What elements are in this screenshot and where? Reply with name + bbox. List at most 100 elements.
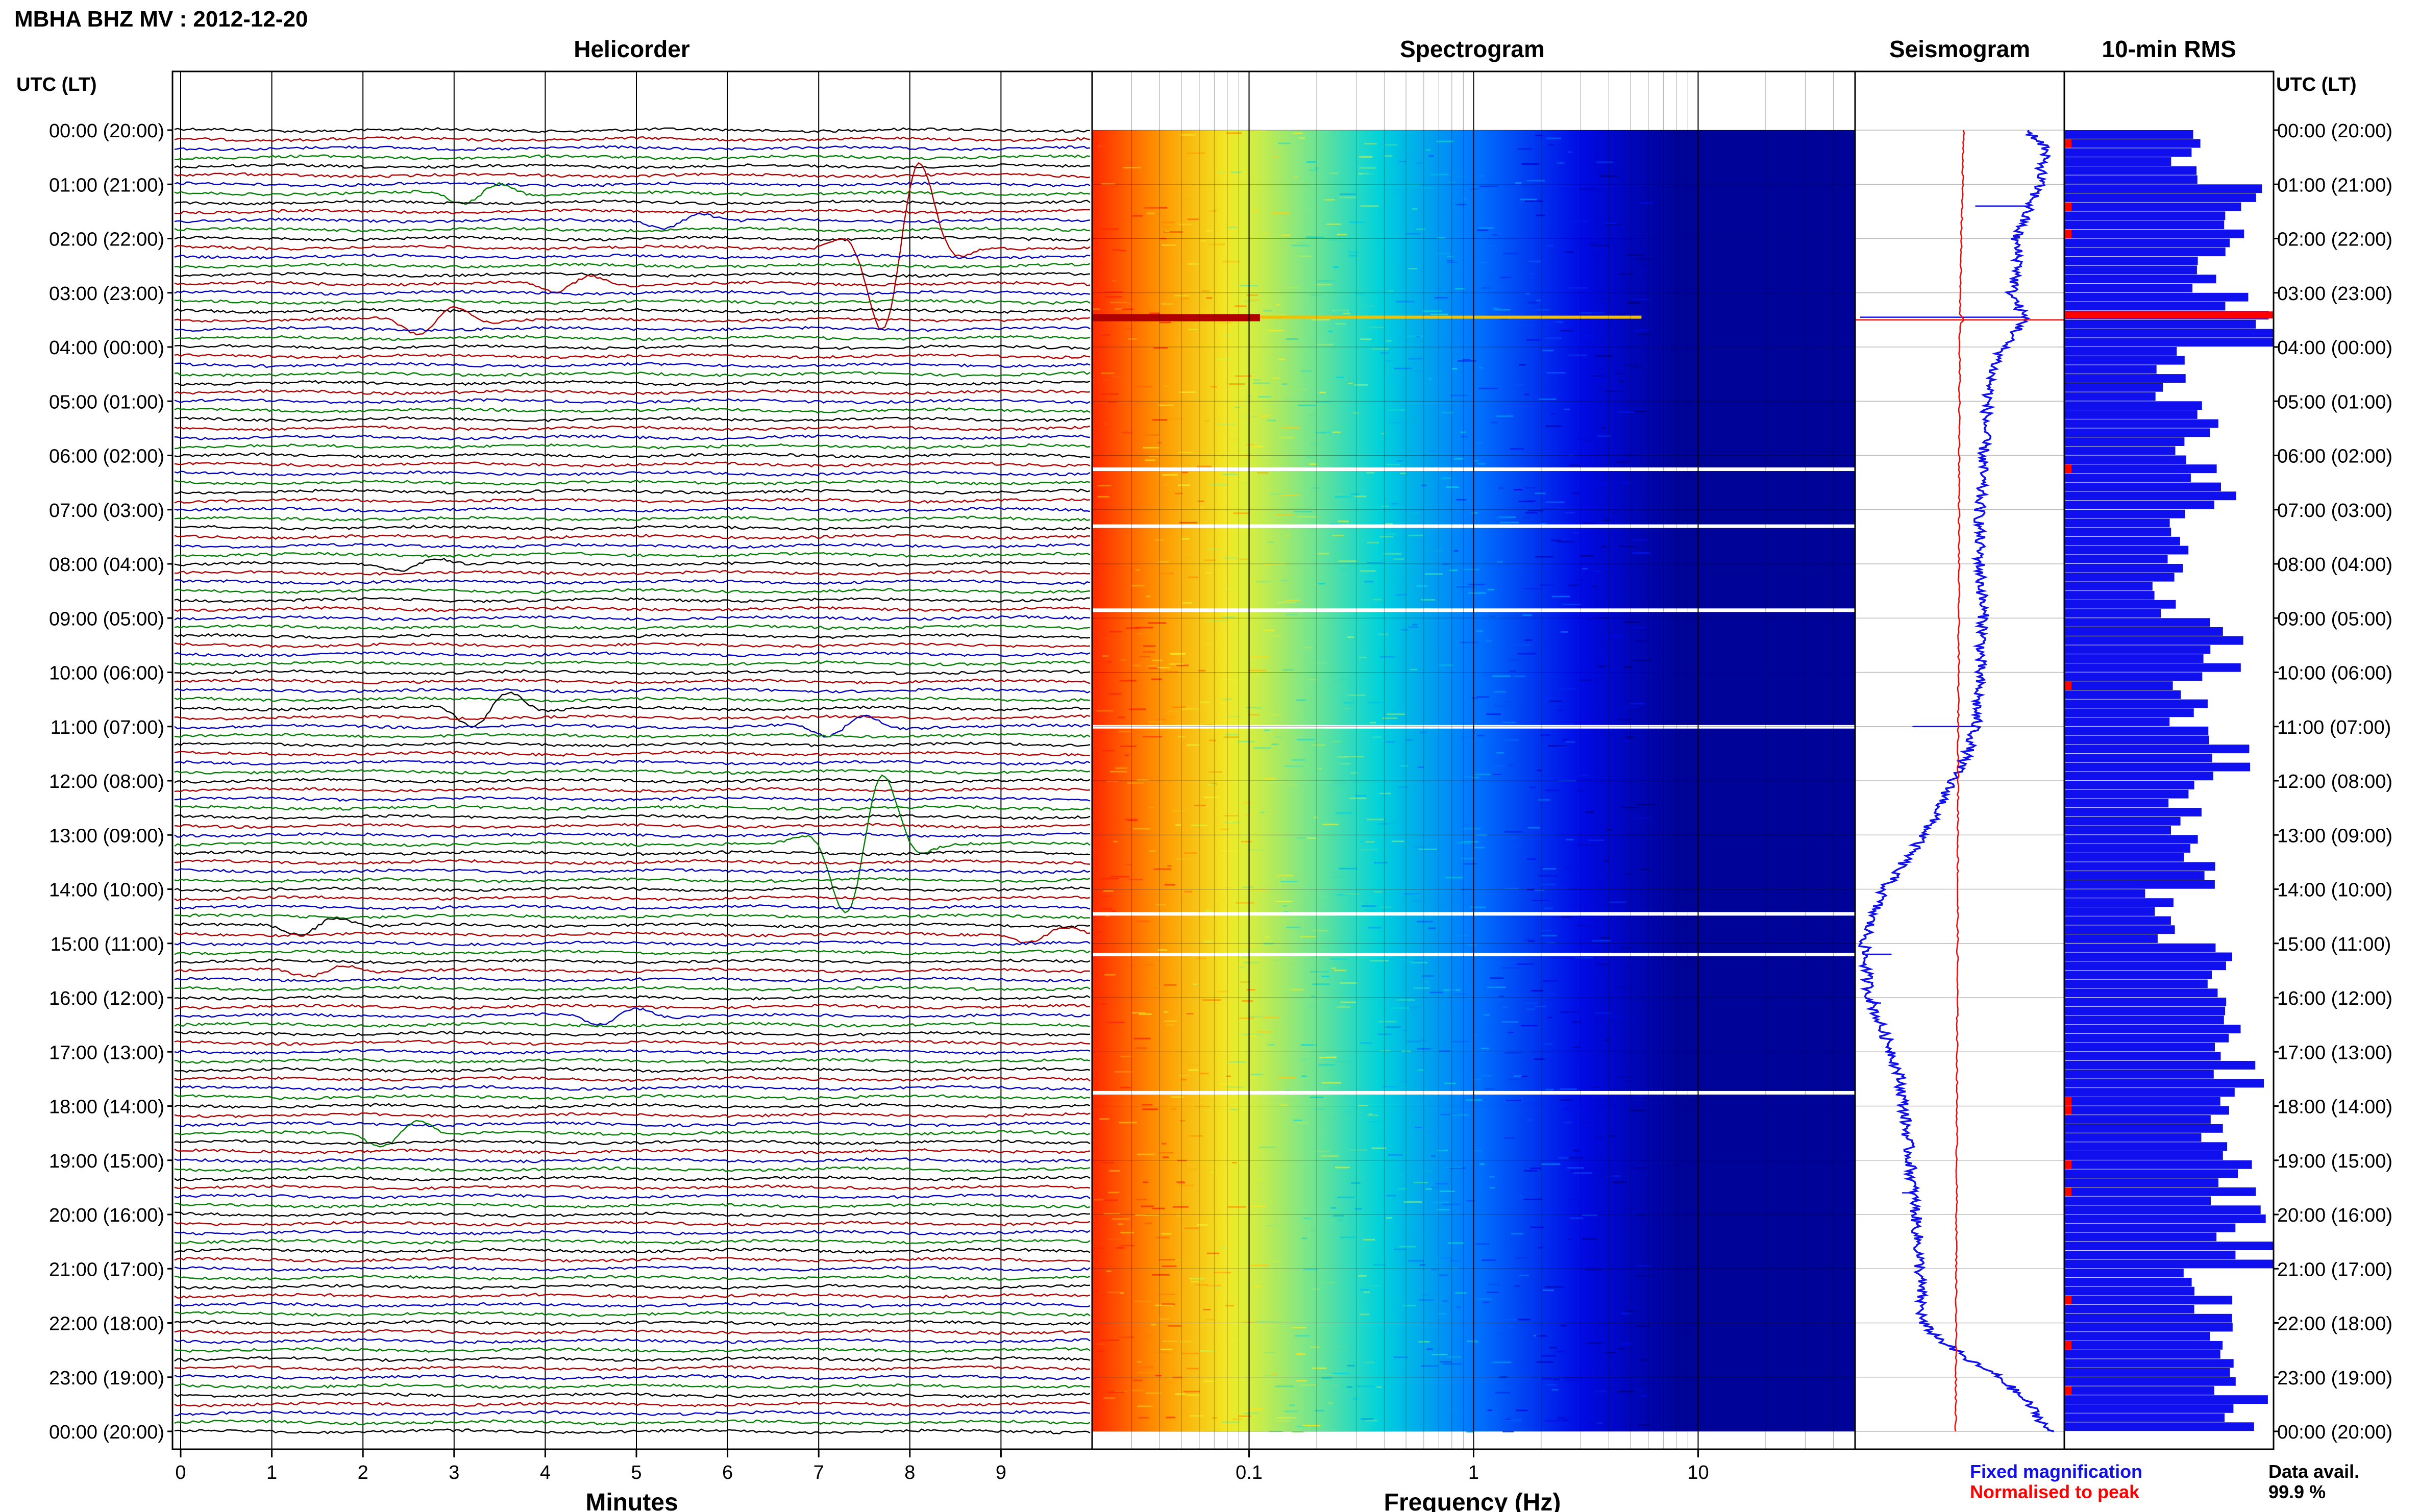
spectrogram-speckle [1311, 1230, 1316, 1231]
time-label-left: 00:00 (20:00) [49, 1422, 164, 1443]
spectrogram-speckle [1162, 716, 1175, 718]
spectrogram-speckle [1107, 780, 1118, 782]
spectrogram-speckle [1296, 1353, 1305, 1355]
spectrogram-speckle [1565, 868, 1582, 870]
spectrogram-speckle [1636, 1265, 1651, 1267]
spectrogram-speckle [1518, 1319, 1531, 1321]
spectrogram-speckle [1184, 890, 1193, 893]
spectrogram-speckle [1267, 541, 1274, 543]
spectrogram-speckle [1238, 1033, 1248, 1035]
spectrogram-speckle [1156, 503, 1163, 505]
rms-bar [2064, 536, 2180, 546]
spectrogram-speckle [1337, 1219, 1343, 1221]
spectrogram-speckle [1286, 1089, 1291, 1092]
time-label-left: 06:00 (02:00) [49, 446, 164, 467]
spectrogram-speckle [1180, 1079, 1187, 1081]
spectrogram-speckle [1188, 1069, 1199, 1071]
spectrogram-speckle [1253, 382, 1270, 384]
spectrogram-speckle [1519, 1195, 1524, 1197]
spectrogram-speckle [1142, 1104, 1153, 1106]
spectrogram-speckle [1493, 691, 1506, 693]
spectrogram-speckle [1497, 1333, 1509, 1335]
spectrogram-speckle [1219, 1083, 1238, 1085]
spectrogram-speckle [1467, 1200, 1475, 1202]
spectrogram-speckle [1227, 1206, 1247, 1208]
helicorder-trace [174, 1148, 1091, 1155]
spectrogram-speckle [1591, 380, 1605, 382]
spectrogram-speckle [1386, 340, 1392, 342]
spectrogram-speckle [1357, 1275, 1367, 1277]
spectrogram-speckle [1582, 1214, 1597, 1216]
helicorder-trace [174, 813, 1091, 820]
helicorder-x-tick-label: 5 [631, 1462, 641, 1483]
spectrogram-speckle [1281, 580, 1289, 582]
spectrogram-speckle [1536, 300, 1541, 302]
spectrogram-speckle [1162, 1156, 1169, 1158]
rms-bar [2064, 1332, 2210, 1341]
spectrogram-speckle [1504, 1137, 1515, 1139]
spectrogram-speckle [1482, 1259, 1496, 1261]
spectrogram-speckle [1132, 215, 1143, 217]
rms-bar [2064, 555, 2168, 564]
helicorder-trace [174, 696, 1091, 703]
spectrogram-speckle [1228, 1061, 1247, 1063]
spectrogram-speckle [1366, 472, 1374, 474]
spectrogram-speckle [1446, 1356, 1462, 1358]
spectrogram-speckle [1417, 1069, 1424, 1071]
spectrogram-speckle [1335, 1167, 1350, 1169]
spectrogram-speckle [1143, 736, 1162, 738]
helicorder-trace [174, 1085, 1091, 1091]
spectrogram-speckle [1583, 439, 1591, 441]
spectrogram-speckle [1383, 553, 1402, 555]
time-label-left: 22:00 (18:00) [49, 1313, 164, 1335]
spectrogram-speckle [1505, 739, 1519, 741]
spectrogram-speckle [1599, 174, 1607, 176]
rms-bar [2064, 898, 2174, 907]
spectrogram-speckle [1566, 741, 1575, 743]
spectrogram-speckle [1492, 760, 1507, 762]
spectrogram-speckle [1118, 1336, 1134, 1338]
spectrogram-speckle [1305, 456, 1322, 458]
spectrogram-speckle [1639, 869, 1650, 871]
spectrogram-speckle [1599, 241, 1616, 243]
spectrogram-speckle [1558, 1419, 1569, 1421]
spectrogram-speckle [1436, 1183, 1448, 1185]
spectrogram-speckle [1190, 1415, 1204, 1417]
spectrogram-speckle [1232, 512, 1249, 514]
spectrogram-speckle [1403, 1029, 1408, 1031]
spectrogram-speckle [1579, 188, 1598, 190]
rms-bar [2064, 1079, 2264, 1088]
spectrogram-speckle [1159, 1318, 1170, 1320]
spectrogram-speckle [1621, 1343, 1632, 1345]
spectrogram-speckle [1290, 988, 1303, 990]
spectrogram-speckle [1488, 1283, 1500, 1285]
spectrogram-speckle [1379, 906, 1392, 908]
rms-bar [2064, 374, 2186, 383]
spectrogram-speckle [1137, 1405, 1153, 1407]
spectrogram-speckle [1531, 990, 1544, 992]
spectrogram-speckle [1539, 398, 1557, 400]
helicorder-trace [174, 1112, 1091, 1119]
spectrogram-speckle [1169, 663, 1184, 665]
spectrogram-speckle [1158, 561, 1169, 563]
spectrogram-speckle [1360, 338, 1372, 340]
rms-bar [2064, 789, 2189, 799]
rms-bar [2064, 1088, 2235, 1097]
spectrogram-speckle [1360, 570, 1376, 572]
rms-bar [2064, 491, 2236, 501]
spectrogram-speckle [1550, 539, 1561, 541]
spectrogram-speckle [1310, 1096, 1323, 1098]
spectrogram-speckle [1099, 1003, 1107, 1005]
helicorder-trace [174, 299, 1091, 305]
rms-bar [2064, 1286, 2194, 1296]
rms-bar [2064, 338, 2274, 347]
spectrogram-speckle [1159, 1152, 1174, 1154]
rms-bar [2064, 979, 2208, 988]
spectrogram-speckle [1205, 910, 1211, 912]
spectrogram-speckle [1620, 1312, 1631, 1315]
spectrogram-speckle [1139, 656, 1150, 658]
spectrogram-speckle [1276, 875, 1293, 877]
spectrogram-speckle [1336, 1061, 1352, 1062]
spectrogram-speckle [1545, 789, 1560, 791]
spectrogram-speckle [1561, 631, 1568, 633]
